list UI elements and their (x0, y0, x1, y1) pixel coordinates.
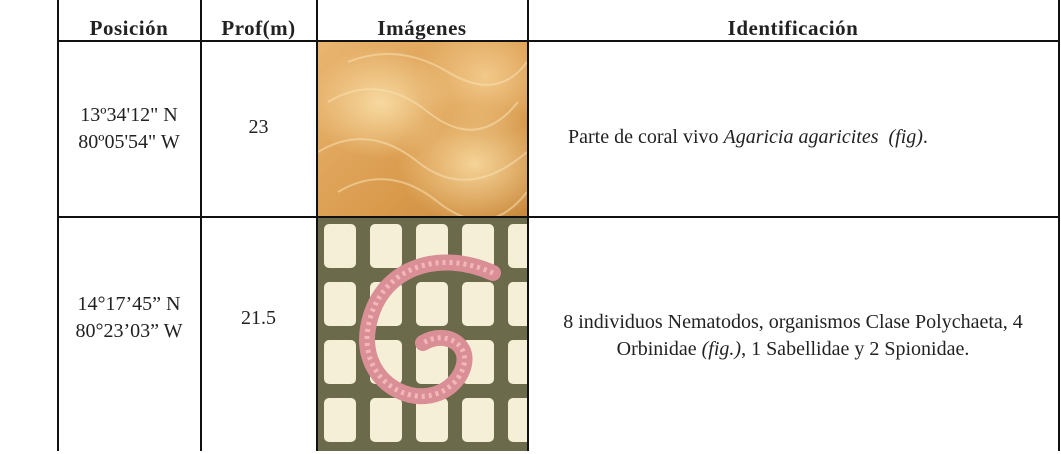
worm-drawing (318, 218, 527, 451)
border (1058, 0, 1060, 451)
identification-cell: Parte de coral vivo Agaricia agaricites … (540, 50, 1058, 224)
text: . (922, 125, 928, 148)
depth-cell: 21.5 (241, 306, 276, 329)
border (527, 0, 529, 451)
coral-texture (318, 53, 527, 216)
header-cell: Posición (89, 16, 169, 40)
header-cell: Imágenes (377, 16, 467, 40)
position-cell: 14°17’45” N 80°23’03” W (58, 218, 200, 418)
text: Parte de coral vivo (568, 125, 724, 148)
border (57, 0, 59, 451)
coral-image (318, 42, 527, 216)
border (316, 0, 318, 451)
position-line: 80º05'54" W (78, 131, 180, 153)
worm-image (318, 218, 527, 451)
italic-text: (fig.) (701, 338, 742, 360)
border (200, 0, 202, 451)
depth-cell: 23 (248, 115, 269, 138)
italic-text: Agaricia agaricites (fig) (723, 125, 923, 148)
identification-cell: 8 individuos Nematodos, organismos Clase… (530, 218, 1056, 454)
position-line: 13º34'12" N (80, 104, 178, 126)
text: , 1 Sabellidae y 2 Spionidae. (741, 338, 970, 360)
position-line: 80°23’03” W (75, 320, 183, 342)
header-cell: Prof(m) (221, 16, 296, 40)
border (57, 40, 1059, 42)
position-cell: 13º34'12" N 80º05'54" W (58, 42, 200, 216)
header-cell: Identificación (727, 16, 859, 40)
text: 8 individuos Nematodos, organismos Clase… (563, 311, 1023, 360)
position-line: 14°17’45” N (77, 293, 181, 315)
border (57, 216, 1059, 218)
